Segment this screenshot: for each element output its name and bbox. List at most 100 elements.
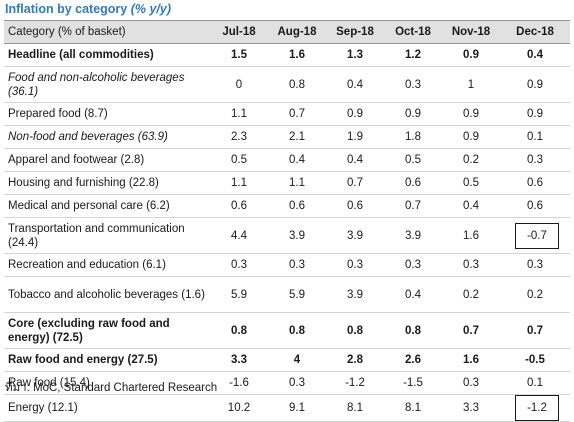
cell-value: 0.9 [326,102,384,126]
header-month: Nov-18 [442,20,500,44]
table-header-row: Category (% of basket) Jul-18 Aug-18 Sep… [4,20,570,44]
cell-value: 0.6 [384,171,442,195]
cell-value: 0 [210,66,268,103]
cell-value: 5.9 [268,276,326,313]
cell-value: 0.3 [268,371,326,395]
inflation-table: Category (% of basket) Jul-18 Aug-18 Sep… [4,20,570,422]
table-row: Medical and personal care (6.2) 0.6 0.6 0.6… [4,194,570,218]
cell-value: 0.3 [268,253,326,277]
table-row: Core (excluding raw food and energy) (72… [4,312,570,349]
table-title-main: Inflation by category [5,2,128,16]
cell-value: 0.8 [384,312,442,349]
header-month: Aug-18 [268,20,326,44]
cell-value: 1.1 [210,102,268,126]
cell-value: 0.6 [326,194,384,218]
cell-value: 0.3 [326,253,384,277]
cell-value: 0.6 [500,194,570,218]
cell-value: 0.2 [442,148,500,172]
cell-value: 0.4 [500,43,570,67]
cell-value: 0.9 [500,66,570,103]
cell-value: 0.9 [384,102,442,126]
table-title: Inflation by category (% y/y) [5,2,171,16]
table-row: Non-food and beverages (63.9) 2.3 2.1 1.9 1.… [4,125,570,149]
row-category-label: Housing and furnishing (22.8) [4,171,210,195]
row-category-label: Recreation and education (6.1) [4,253,210,277]
cell-value: 0.1 [500,125,570,149]
row-category-label: Headline (all commodities) [4,43,210,67]
cell-value: 0.4 [384,276,442,313]
row-category-label: Tobacco and alcoholic beverages (1.6) [4,276,210,313]
table-row: Apparel and footwear (2.8) 0.5 0.4 0.4 0.5 0.… [4,148,570,172]
cell-value: 3.9 [326,276,384,313]
row-category-label: Apparel and footwear (2.8) [4,148,210,172]
cell-value: 0.4 [326,148,384,172]
row-category-label: Medical and personal care (6.2) [4,194,210,218]
row-category-label: Raw food (15.4) [4,371,210,395]
cell-value: 1.5 [210,43,268,67]
cell-value: 0.8 [268,312,326,349]
cell-value: 9.1 [268,394,326,422]
header-month: Oct-18 [384,20,442,44]
cell-value: 0.5 [442,171,500,195]
cell-value: 0.3 [500,148,570,172]
cell-value: 0.4 [268,148,326,172]
cell-value: 4.4 [210,217,268,254]
cell-value: 3.9 [384,217,442,254]
cell-value: 0.9 [442,125,500,149]
cell-value: 0.9 [500,102,570,126]
cell-value: 8.1 [384,394,442,422]
cell-value: 1 [442,66,500,103]
cell-value: 3.9 [326,217,384,254]
cell-value: 0.2 [500,276,570,313]
cell-value: 0.3 [384,253,442,277]
cell-value: 1.3 [326,43,384,67]
cell-value: -1.6 [210,371,268,395]
cell-value: 0.7 [442,312,500,349]
highlighted-cell: -1.2 [500,394,570,422]
cell-value: 0.1 [500,371,570,395]
cell-value: 2.6 [384,348,442,372]
cell-value: 0.3 [384,66,442,103]
cell-value: 2.1 [268,125,326,149]
highlighted-cell: -0.7 [500,217,570,254]
cell-value: 1.2 [384,43,442,67]
table-row: Transportation and communication (24.4) 4… [4,217,570,254]
cell-value: 2.8 [326,348,384,372]
cell-value: 4 [268,348,326,372]
cell-value: 0.7 [384,194,442,218]
cell-value: 0.4 [326,66,384,103]
cell-value: 1.6 [442,217,500,254]
cell-value: 0.6 [268,194,326,218]
cell-value: 8.1 [326,394,384,422]
cell-value: 1.9 [326,125,384,149]
table-title-unit: (% y/y) [130,2,172,16]
source-note: ที่มา: MoC, Standard Chartered Research [5,382,218,394]
cell-value: 0.2 [442,276,500,313]
cell-value: 2.3 [210,125,268,149]
cell-value: 0.5 [384,148,442,172]
cell-value: 0.3 [442,371,500,395]
cell-value: 1.8 [384,125,442,149]
cell-value: 3.3 [442,394,500,422]
cell-value: -1.5 [384,371,442,395]
table-row: Headline (all commodities) 1.5 1.6 1.3 1.2 0.… [4,43,570,67]
header-category: Category (% of basket) [4,20,210,44]
cell-value: 1.1 [268,171,326,195]
header-month: Dec-18 [500,20,570,44]
cell-value: -1.2 [326,371,384,395]
header-month: Sep-18 [326,20,384,44]
header-month: Jul-18 [210,20,268,44]
row-category-label: Raw food and energy (27.5) [4,348,210,372]
cell-value: 0.6 [210,194,268,218]
table-row: Tobacco and alcoholic beverages (1.6) 5.9… [4,276,570,313]
cell-value: 5.9 [210,276,268,313]
table-row: Raw food (15.4) -1.6 0.3 -1.2 -1.5 0.3 0.1 [4,371,570,395]
table-row: Food and non-alcoholic beverages (36.1) 0… [4,66,570,103]
cell-value: 0.4 [442,194,500,218]
row-category-label: Core (excluding raw food and energy) (72… [4,312,210,349]
cell-value: 3.3 [210,348,268,372]
cell-value: 0.3 [210,253,268,277]
cell-value: 0.9 [442,102,500,126]
table-row: Housing and furnishing (22.8) 1.1 1.1 0.7 0.… [4,171,570,195]
cell-value: 10.2 [210,394,268,422]
